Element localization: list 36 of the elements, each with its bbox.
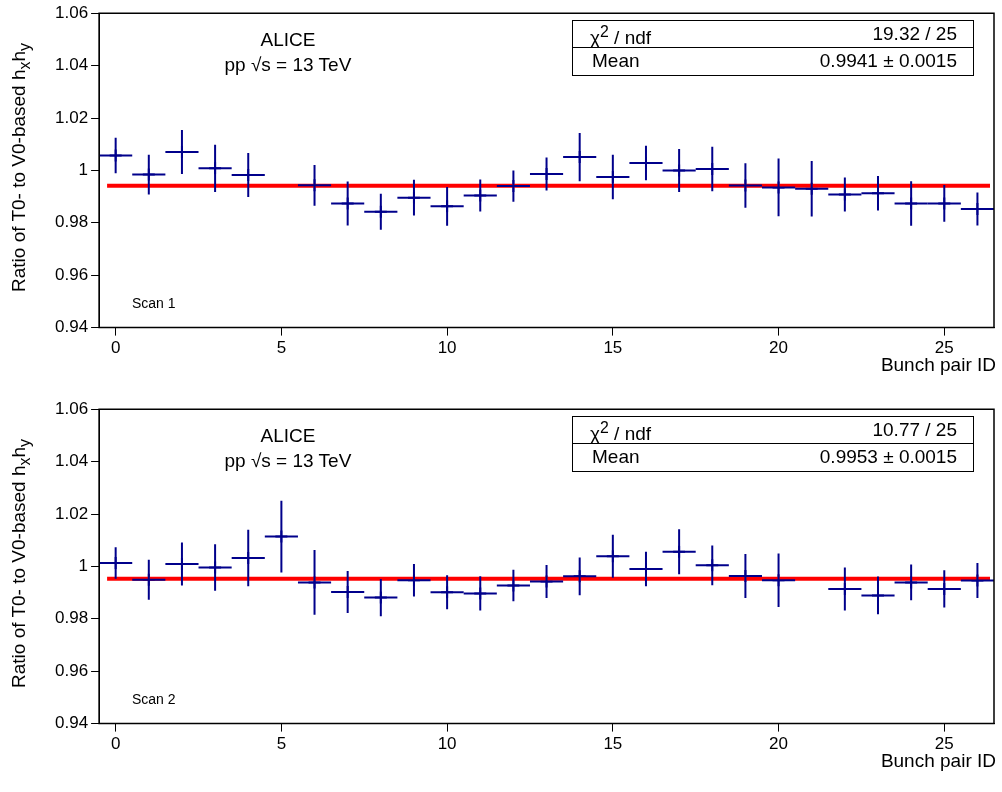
y-tick-label: 1.02 [54, 107, 89, 127]
annotation: 19.32 / 25 [872, 23, 957, 44]
annotation: Scan 1 [132, 295, 176, 311]
x-tick-label: 0 [110, 734, 121, 754]
y-tick-label: 1 [78, 556, 89, 576]
y-tick-label: 1 [78, 160, 89, 180]
annotation: ALICE [260, 425, 316, 446]
annotation: 0.9953 ± 0.0015 [819, 446, 957, 467]
annotation: Mean [592, 50, 640, 71]
x-tick-label: 20 [769, 734, 789, 754]
annotation: 0.9941 ± 0.0015 [819, 50, 957, 71]
annotation: 10.77 / 25 [872, 419, 957, 440]
x-tick-label: 15 [603, 734, 623, 754]
x-tick-label: 10 [437, 338, 457, 358]
x-tick-label: 20 [769, 338, 789, 358]
annotation: pp √s = 13 TeV [224, 450, 352, 471]
x-tick-label: 10 [437, 734, 457, 754]
y-tick-label: 0.94 [54, 713, 89, 733]
y-tick-label: 0.96 [54, 660, 89, 680]
x-tick-label: 5 [276, 734, 287, 754]
y-tick-label: 0.94 [54, 317, 89, 337]
annotation: Mean [592, 446, 640, 467]
annotation: ALICE [260, 29, 316, 50]
y-tick-label: 1.04 [54, 451, 89, 471]
x-tick-label: 15 [603, 338, 623, 358]
y-tick-label: 1.04 [54, 55, 89, 75]
x-tick-label: 0 [110, 338, 121, 358]
x-tick-label: 5 [276, 338, 287, 358]
y-tick-label: 1.06 [54, 2, 89, 22]
y-tick-label: 1.06 [54, 398, 89, 418]
y-tick-label: 0.98 [54, 212, 89, 232]
annotation: pp √s = 13 TeV [224, 54, 352, 75]
y-tick-label: 1.02 [54, 503, 89, 523]
annotation: Scan 2 [132, 691, 176, 707]
y-tick-label: 0.96 [54, 264, 89, 284]
y-tick-label: 0.98 [54, 608, 89, 628]
